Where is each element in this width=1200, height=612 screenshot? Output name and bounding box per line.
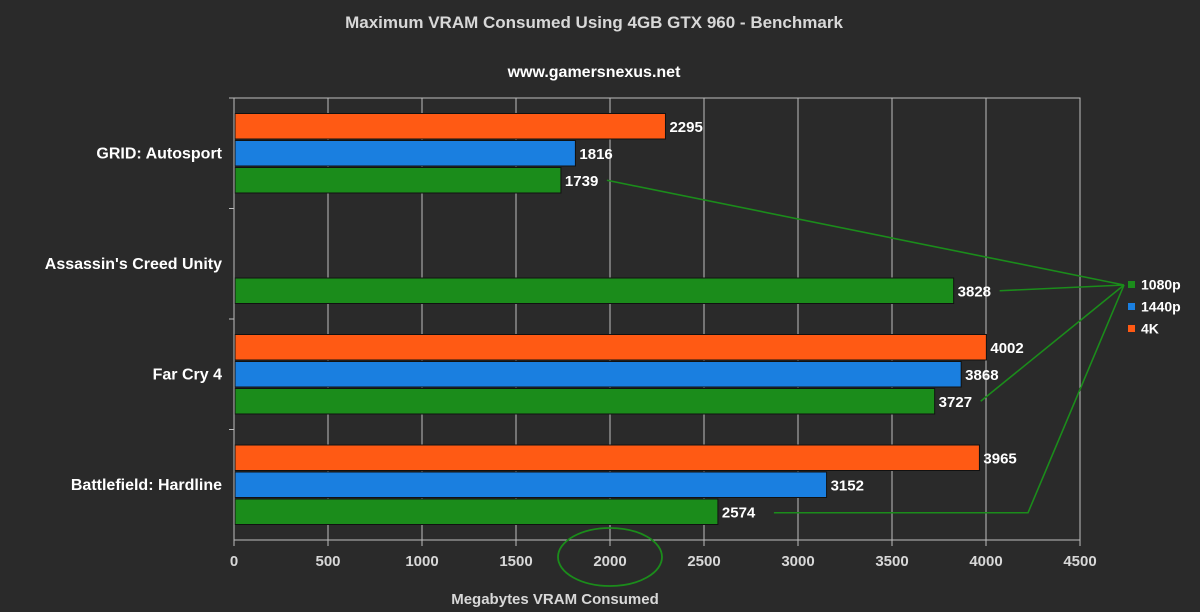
bar-far-cry-4-1080p	[234, 388, 936, 415]
x-tick-label-0: 0	[230, 553, 238, 570]
category-label-assassin-s-creed-unity: Assassin's Creed Unity	[45, 256, 222, 273]
bar-battlefield-hardline-1080p	[234, 498, 719, 525]
legend-label-4k: 4K	[1141, 321, 1159, 337]
legend-label-1440p: 1440p	[1141, 299, 1181, 315]
legend-swatch-1080p	[1128, 281, 1135, 288]
bar-grid-autosport-4k	[234, 113, 666, 140]
annotations	[557, 179, 1125, 587]
legend: 1080p 1440p 4K	[1128, 277, 1181, 337]
x-tick-label-500: 500	[315, 553, 340, 570]
x-tick-label-3500: 3500	[875, 553, 908, 570]
data-label-battlefield-hardline-1080p: 2574	[722, 504, 756, 521]
x-tick-label-4500: 4500	[1063, 553, 1096, 570]
bars	[234, 113, 987, 525]
data-label-battlefield-hardline-4k: 3965	[983, 450, 1016, 467]
annotation-circle	[557, 527, 663, 587]
bar-grid-autosport-1440p	[234, 140, 576, 167]
annotation-line-0	[606, 179, 1125, 286]
x-tick-label-2000: 2000	[593, 553, 626, 570]
labels: GRID: Autosport 2295 1816 1739 Assassin's Cr…	[45, 119, 1024, 522]
bar-assassin-s-creed-unity-1080p	[234, 277, 955, 304]
bar-far-cry-4-4k	[234, 334, 987, 361]
legend-swatch-1440p	[1128, 303, 1135, 310]
bar-grid-autosport-1080p	[234, 167, 562, 194]
data-label-grid-autosport-1440p: 1816	[579, 146, 612, 163]
x-tick-label-4000: 4000	[969, 553, 1002, 570]
x-tick-label-1500: 1500	[499, 553, 532, 570]
x-tick-label-2500: 2500	[687, 553, 720, 570]
axes: 0 500 1000 1500 2000 2500 3000 3500 4000 4500	[229, 97, 1097, 570]
x-tick-label-3000: 3000	[781, 553, 814, 570]
x-tick-label-1000: 1000	[405, 553, 438, 570]
bar-far-cry-4-1440p	[234, 361, 962, 388]
category-label-battlefield-hardline: Battlefield: Hardline	[71, 477, 222, 494]
data-label-far-cry-4-1440p: 3868	[965, 367, 998, 384]
x-axis-label: Megabytes VRAM Consumed	[451, 591, 659, 608]
chart-subtitle: www.gamersnexus.net	[507, 64, 681, 81]
legend-swatch-4k	[1128, 325, 1135, 332]
data-label-battlefield-hardline-1440p: 3152	[831, 477, 864, 494]
legend-label-1080p: 1080p	[1141, 277, 1181, 293]
annotation-line-3	[773, 284, 1125, 514]
data-label-grid-autosport-4k: 2295	[669, 119, 702, 136]
data-label-grid-autosport-1080p: 1739	[565, 173, 598, 190]
data-label-far-cry-4-1080p: 3727	[939, 394, 972, 411]
bar-battlefield-hardline-4k	[234, 444, 980, 471]
category-label-far-cry-4: Far Cry 4	[153, 366, 222, 383]
bar-battlefield-hardline-1440p	[234, 471, 828, 498]
data-label-assassin-s-creed-unity-1080p: 3828	[958, 283, 991, 300]
annotation-line-2	[980, 284, 1125, 402]
data-label-far-cry-4-4k: 4002	[990, 340, 1023, 357]
category-label-grid-autosport: GRID: Autosport	[96, 145, 222, 162]
chart-title: Maximum VRAM Consumed Using 4GB GTX 960 …	[345, 13, 843, 32]
annotation-line-1	[999, 284, 1125, 292]
